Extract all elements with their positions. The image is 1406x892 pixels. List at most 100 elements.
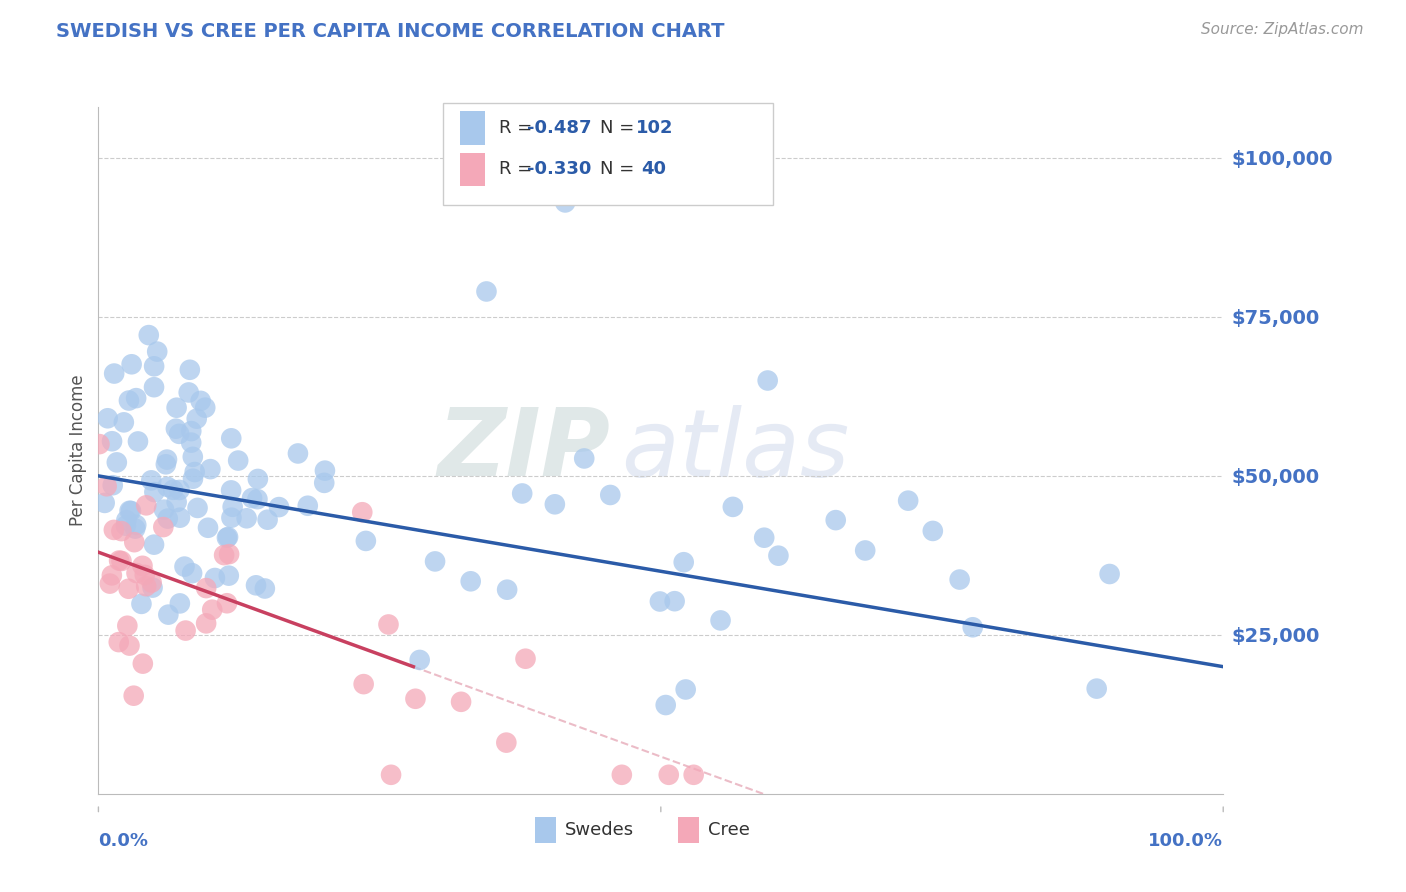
Point <box>101 434 124 449</box>
Point <box>96 479 118 493</box>
Point <box>380 768 402 782</box>
Point <box>195 616 218 631</box>
Point <box>194 401 217 415</box>
Point <box>201 603 224 617</box>
Point <box>221 500 243 514</box>
Point <box>135 579 157 593</box>
Point <box>89 437 111 451</box>
Point <box>253 582 276 596</box>
Point <box>110 524 132 538</box>
Point <box>181 472 204 486</box>
Point <box>610 768 633 782</box>
Point <box>245 578 267 592</box>
Point <box>475 285 498 299</box>
Point <box>120 504 142 518</box>
Text: 0.0%: 0.0% <box>98 831 149 850</box>
Point <box>226 453 249 467</box>
Point <box>754 531 776 545</box>
Point <box>146 344 169 359</box>
Point <box>353 677 375 691</box>
Point <box>107 635 129 649</box>
Point <box>204 571 226 585</box>
Point <box>853 543 876 558</box>
Point <box>212 548 235 562</box>
Text: Source: ZipAtlas.com: Source: ZipAtlas.com <box>1201 22 1364 37</box>
Point <box>709 614 731 628</box>
Point <box>121 357 143 371</box>
Text: -0.487: -0.487 <box>527 119 592 136</box>
Point <box>190 393 212 408</box>
Point <box>183 465 205 479</box>
Point <box>186 500 208 515</box>
Point <box>675 682 697 697</box>
Point <box>93 496 115 510</box>
Y-axis label: Per Capita Income: Per Capita Income <box>69 375 87 526</box>
Point <box>181 566 204 581</box>
Point <box>97 411 120 425</box>
Point <box>156 480 179 494</box>
Text: atlas: atlas <box>621 405 849 496</box>
Point <box>256 513 278 527</box>
Point <box>103 523 125 537</box>
Point <box>756 374 779 388</box>
Point <box>110 554 132 568</box>
Point <box>219 431 242 445</box>
Point <box>721 500 744 514</box>
Point <box>118 639 141 653</box>
Point <box>131 597 153 611</box>
Point <box>287 446 309 460</box>
Point <box>404 691 426 706</box>
Point <box>180 435 202 450</box>
Point <box>124 522 146 536</box>
Point <box>314 464 336 478</box>
Point <box>166 401 188 415</box>
Point <box>240 491 263 505</box>
FancyBboxPatch shape <box>678 817 699 843</box>
Text: SWEDISH VS CREE PER CAPITA INCOME CORRELATION CHART: SWEDISH VS CREE PER CAPITA INCOME CORREL… <box>56 22 724 41</box>
Point <box>157 607 180 622</box>
Point <box>169 483 191 497</box>
Point <box>186 411 208 425</box>
Text: 100.0%: 100.0% <box>1149 831 1223 850</box>
Point <box>354 533 377 548</box>
Point <box>460 574 482 589</box>
Point <box>962 620 984 634</box>
Point <box>554 195 576 210</box>
Point <box>105 455 128 469</box>
Point <box>352 505 374 519</box>
Point <box>141 474 163 488</box>
Point <box>544 497 567 511</box>
Text: N =: N = <box>600 161 647 178</box>
Point <box>138 328 160 343</box>
Point <box>117 582 139 596</box>
Point <box>108 553 131 567</box>
Point <box>217 530 239 544</box>
Point <box>510 486 533 500</box>
Point <box>169 510 191 524</box>
Point <box>218 568 240 582</box>
Point <box>173 559 195 574</box>
Point <box>515 651 537 665</box>
Point <box>408 653 430 667</box>
Point <box>246 472 269 486</box>
Point <box>897 493 920 508</box>
Point <box>125 391 148 405</box>
Point <box>1098 567 1121 582</box>
Text: Cree: Cree <box>709 822 749 839</box>
Point <box>200 462 222 476</box>
Point <box>219 483 242 498</box>
Point <box>246 492 269 507</box>
Point <box>377 617 399 632</box>
Point <box>135 499 157 513</box>
Point <box>574 451 596 466</box>
Point <box>672 555 695 569</box>
Point <box>450 695 472 709</box>
Text: ZIP: ZIP <box>437 404 610 497</box>
Point <box>115 513 138 527</box>
Point <box>162 483 184 497</box>
Point <box>143 380 166 394</box>
Point <box>235 511 257 525</box>
Point <box>682 768 704 782</box>
Point <box>215 596 238 610</box>
Point <box>143 485 166 500</box>
